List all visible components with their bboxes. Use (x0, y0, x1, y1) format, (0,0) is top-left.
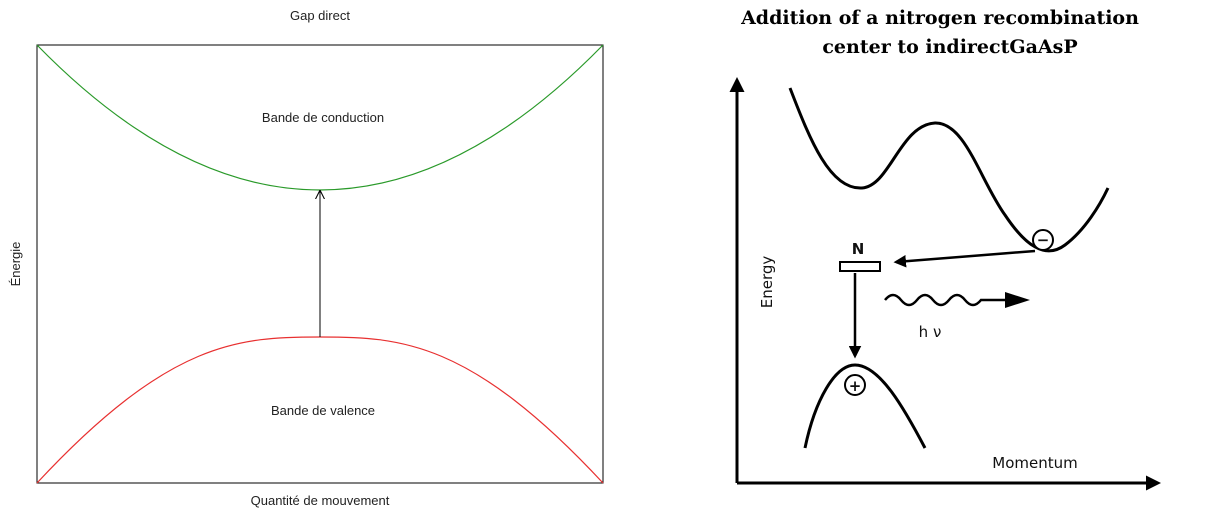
left-panel: Gap direct Bande de conduction Bande de … (8, 8, 604, 508)
right-title-line: center to indirectGaAsP (822, 36, 1077, 58)
y-axis-label: Energy (758, 256, 776, 309)
electron-circle (1032, 229, 1054, 251)
level-label: N (852, 240, 865, 258)
conduction-band (36, 44, 604, 191)
photon-label: h ν (919, 323, 942, 341)
hole-sign: + (849, 377, 862, 395)
nitrogen-level (839, 261, 881, 272)
y-axis-label: Énergie (8, 242, 23, 287)
conduction-label: Bande de conduction (262, 110, 384, 125)
photon-arrowhead (1005, 292, 1030, 308)
x-axis-label: Momentum (992, 454, 1077, 472)
conduction-band (788, 87, 1110, 253)
right-panel: Addition of a nitrogen recombination cen… (729, 7, 1161, 491)
right-title-line: Addition of a nitrogen recombination (740, 7, 1139, 29)
left-title: Gap direct (290, 8, 350, 23)
electron-sign: − (1037, 231, 1050, 249)
valence-band (803, 363, 927, 449)
capture-arrow (893, 249, 1036, 268)
plot-frame (36, 44, 604, 484)
x-axis-label: Quantité de mouvement (251, 493, 390, 508)
photon-wave (884, 293, 1010, 307)
valence-label: Bande de valence (271, 403, 375, 418)
hole-circle (844, 374, 866, 396)
